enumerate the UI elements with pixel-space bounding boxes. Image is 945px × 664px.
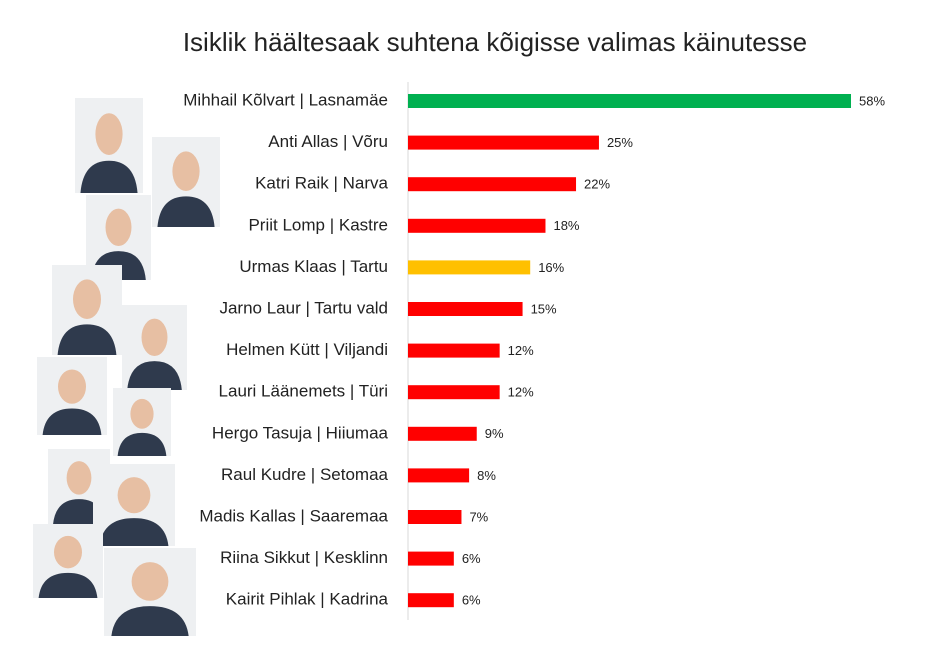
portrait-body <box>42 408 102 435</box>
portrait-head <box>66 461 92 495</box>
value-label: 25% <box>607 135 633 150</box>
portrait-body <box>38 572 98 598</box>
portrait-head <box>54 535 82 569</box>
value-label: 6% <box>462 593 481 608</box>
bar <box>408 385 500 400</box>
bar <box>408 302 523 316</box>
category-label: Kairit Pihlak | Kadrina <box>226 590 389 609</box>
category-label: Jarno Laur | Tartu vald <box>219 298 388 317</box>
value-label: 18% <box>553 218 579 233</box>
portrait-body <box>127 361 182 390</box>
value-label: 16% <box>538 260 564 275</box>
bar <box>408 260 531 275</box>
category-label: Katri Raik | Narva <box>255 174 388 193</box>
value-label: 9% <box>485 426 504 441</box>
portrait-body <box>99 518 169 546</box>
value-label: 8% <box>477 468 496 483</box>
portrait-body <box>157 196 215 227</box>
bar <box>408 177 577 192</box>
portrait-head <box>141 318 168 356</box>
portrait-head <box>105 208 132 246</box>
bar <box>408 343 500 358</box>
value-label: 12% <box>508 343 534 358</box>
category-label: Madis Kallas | Saaremaa <box>199 506 388 525</box>
portrait <box>113 388 171 456</box>
category-label: Mihhail Kõlvart | Lasnamäe <box>183 90 388 109</box>
portrait-head <box>73 279 101 320</box>
portrait-head <box>58 369 86 404</box>
portrait <box>152 137 220 227</box>
portrait-head <box>172 151 200 191</box>
bar <box>408 94 851 108</box>
value-label: 7% <box>469 509 488 524</box>
bar <box>408 426 477 441</box>
category-label: Riina Sikkut | Kesklinn <box>220 548 388 567</box>
value-label: 6% <box>462 551 481 566</box>
category-label: Anti Allas | Võru <box>268 132 388 151</box>
portrait-head <box>95 113 123 155</box>
category-label: Hergo Tasuja | Hiiumaa <box>212 423 389 442</box>
portrait <box>75 98 143 193</box>
portrait-body <box>117 432 167 456</box>
value-label: 22% <box>584 177 610 192</box>
portrait <box>93 464 175 546</box>
category-label: Priit Lomp | Kastre <box>248 215 388 234</box>
portrait <box>122 305 187 390</box>
bar <box>408 593 454 608</box>
portrait <box>52 265 122 355</box>
bar <box>408 510 462 524</box>
category-label: Urmas Klaas | Tartu <box>239 257 388 276</box>
portrait <box>104 548 196 636</box>
value-label: 15% <box>531 301 557 316</box>
category-label: Raul Kudre | Setomaa <box>221 465 388 484</box>
bar <box>408 135 599 150</box>
category-label: Lauri Läänemets | Türi <box>219 382 388 401</box>
photos <box>33 98 220 636</box>
portrait-body <box>52 499 106 525</box>
portrait <box>33 524 103 598</box>
bar <box>408 551 454 566</box>
value-label: 58% <box>859 93 885 108</box>
bar <box>408 218 546 233</box>
category-label: Helmen Kütt | Viljandi <box>226 340 388 359</box>
portrait-body <box>57 324 117 355</box>
chart-title: Isiklik häältesaak suhtena kõigisse vali… <box>183 27 807 57</box>
portrait <box>37 357 107 435</box>
value-label: 12% <box>508 385 534 400</box>
portrait-head <box>130 398 154 429</box>
portrait-head <box>131 562 169 601</box>
bar <box>408 468 470 483</box>
portrait-body <box>80 160 138 193</box>
portrait-body <box>111 606 189 636</box>
portrait-head <box>117 477 151 514</box>
